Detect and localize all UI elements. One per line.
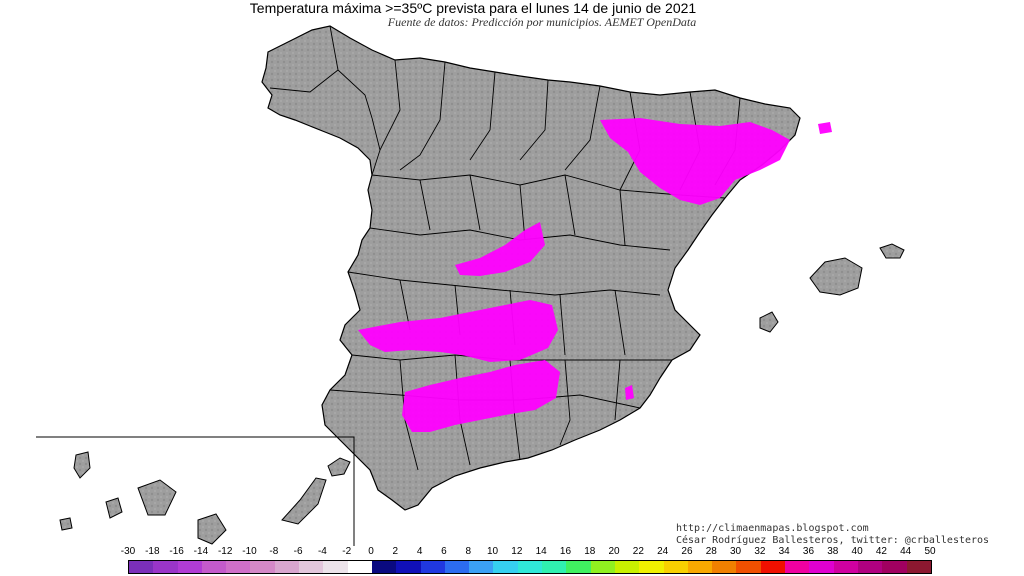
legend-swatch bbox=[785, 561, 810, 573]
legend-swatch bbox=[444, 561, 470, 573]
legend-tick-label: 2 bbox=[392, 546, 399, 557]
legend-swatch bbox=[614, 561, 640, 573]
legend-swatch bbox=[299, 561, 324, 573]
legend-tick-label: 50 bbox=[924, 546, 936, 557]
legend-swatch bbox=[712, 561, 737, 573]
legend-swatch bbox=[274, 561, 300, 573]
legend-swatch bbox=[590, 561, 615, 573]
legend-tick-label: 32 bbox=[754, 546, 766, 557]
legend-tick-label: 12 bbox=[511, 546, 523, 557]
legend-tick-label: 22 bbox=[632, 546, 644, 557]
legend-swatch bbox=[542, 561, 567, 573]
legend-swatch bbox=[687, 561, 713, 573]
map-title: Temperatura máxima >=35ºC prevista para … bbox=[249, 0, 697, 16]
data-source-note: Fuente de datos: Predicción por municipi… bbox=[387, 15, 697, 29]
legend-swatch bbox=[760, 561, 786, 573]
legend-tick-label: 40 bbox=[851, 546, 863, 557]
legend-swatch bbox=[882, 561, 907, 573]
legend-tick-label: 26 bbox=[681, 546, 693, 557]
legend-swatch bbox=[663, 561, 688, 573]
legend-tick-label: 14 bbox=[535, 546, 547, 557]
credits: http://climaenmapas.blogspot.com César R… bbox=[676, 523, 989, 547]
legend-swatch bbox=[420, 561, 445, 573]
legend-swatch bbox=[347, 561, 372, 573]
credits-author: César Rodríguez Ballesteros, twitter: @c… bbox=[676, 535, 990, 546]
legend-tick-label: 10 bbox=[486, 546, 499, 557]
legend-swatch bbox=[153, 561, 178, 573]
legend-tick-label: 16 bbox=[559, 546, 572, 557]
legend-tick-label: 6 bbox=[441, 546, 447, 557]
legend-swatch bbox=[371, 561, 397, 573]
legend-tick-label: -12 bbox=[217, 546, 233, 557]
legend-swatch bbox=[809, 561, 834, 573]
legend-tick-label: -10 bbox=[242, 546, 257, 557]
legend-tick-label: 0 bbox=[368, 546, 374, 557]
legend-swatch bbox=[517, 561, 543, 573]
legend-tick-label: 34 bbox=[778, 546, 790, 557]
legend-swatch bbox=[639, 561, 664, 573]
spain-temperature-map bbox=[36, 25, 905, 546]
legend-swatch bbox=[833, 561, 858, 573]
legend-swatch bbox=[566, 561, 591, 573]
legend-swatch bbox=[177, 561, 202, 573]
legend-tick-label: -4 bbox=[317, 546, 327, 557]
legend-swatch bbox=[736, 561, 761, 573]
legend-swatch bbox=[493, 561, 518, 573]
legend-tick-label: 8 bbox=[465, 546, 472, 557]
legend-tick-label: 36 bbox=[802, 546, 815, 557]
legend-tick-label: 28 bbox=[705, 546, 717, 557]
canary-islands-inset bbox=[36, 436, 355, 546]
legend-tick-label: 42 bbox=[875, 546, 887, 557]
legend-tick-label: -18 bbox=[145, 546, 160, 557]
heat-areas bbox=[358, 118, 832, 432]
legend-tick-label: -30 bbox=[120, 546, 136, 557]
legend-swatch bbox=[250, 561, 275, 573]
balearic-islands bbox=[759, 243, 905, 333]
credits-url: http://climaenmapas.blogspot.com bbox=[676, 523, 869, 534]
legend-swatch bbox=[906, 561, 931, 573]
legend-tick-label: -8 bbox=[269, 546, 279, 557]
legend-tick-label: -14 bbox=[193, 546, 209, 557]
temperature-legend: -30 -18 -16 -14 -12 -10 -8 -6 -4 -2 0 2 4 6 8 10 12 14 16 1… bbox=[0, 546, 1024, 576]
legend-tick-label: -16 bbox=[169, 546, 184, 557]
legend-tick-label: 30 bbox=[730, 546, 742, 557]
legend-tick-label: -6 bbox=[293, 546, 303, 557]
legend-swatch bbox=[226, 561, 251, 573]
legend-swatch bbox=[323, 561, 348, 573]
legend-tick-label: 44 bbox=[900, 546, 912, 557]
legend-color-bar bbox=[128, 560, 932, 574]
legend-swatch bbox=[469, 561, 494, 573]
legend-swatch bbox=[129, 561, 154, 573]
legend-tick-label: 20 bbox=[608, 546, 620, 557]
legend-tick-label: 38 bbox=[827, 546, 839, 557]
legend-swatch bbox=[857, 561, 883, 573]
legend-tick-label: 4 bbox=[416, 546, 423, 557]
legend-tick-label: 18 bbox=[584, 546, 596, 557]
legend-tick-label: -2 bbox=[342, 546, 352, 557]
legend-swatch bbox=[396, 561, 421, 573]
legend-swatch bbox=[201, 561, 227, 573]
legend-tick-label: 24 bbox=[657, 546, 669, 557]
